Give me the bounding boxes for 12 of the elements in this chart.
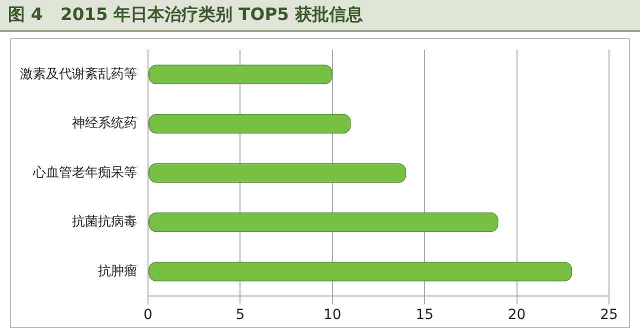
y-tick-label: 心血管老年痴呆等 <box>32 164 137 180</box>
chart-title: 图 4 2015 年日本治疗类别 TOP5 获批信息 <box>0 0 640 32</box>
x-tick-label: 5 <box>236 307 245 324</box>
y-tick-label: 激素及代谢紊乱药等 <box>20 66 137 82</box>
x-tick-label: 25 <box>600 307 618 324</box>
y-tick-label: 抗肿瘤 <box>98 262 137 279</box>
x-tick-label: 10 <box>323 307 342 324</box>
x-tick-label: 15 <box>416 307 434 324</box>
x-tick-label: 0 <box>144 307 152 324</box>
x-tick-label: 20 <box>508 307 526 324</box>
y-tick-label: 抗菌抗病毒 <box>72 214 137 230</box>
y-tick-label: 神经系统药 <box>72 116 137 132</box>
